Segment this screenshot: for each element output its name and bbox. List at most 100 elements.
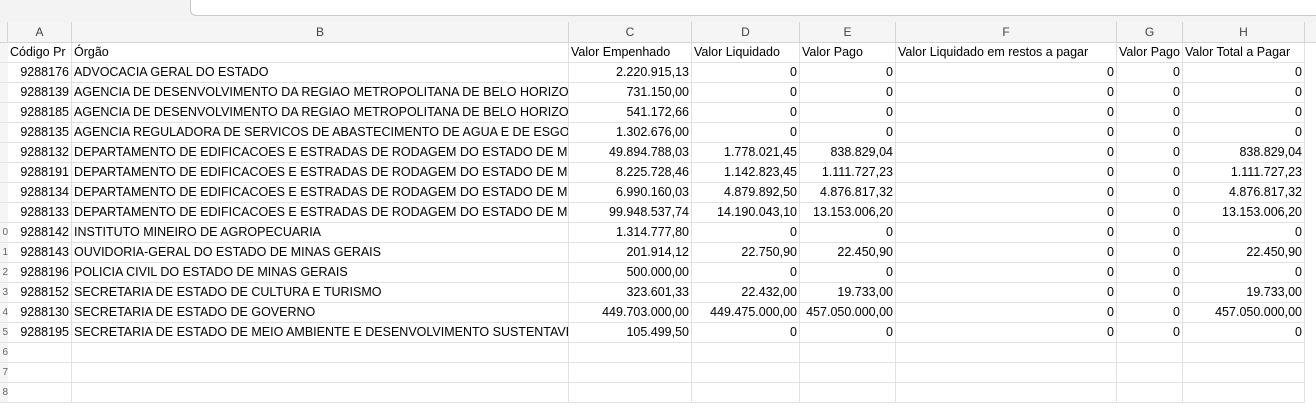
table-cell[interactable]: 0 — [1183, 323, 1305, 343]
table-cell[interactable] — [692, 383, 800, 403]
table-cell[interactable] — [569, 343, 692, 363]
table-cell[interactable]: 49.894.788,03 — [569, 143, 692, 163]
table-cell[interactable]: SECRETARIA DE ESTADO DE MEIO AMBIENTE E … — [72, 323, 569, 343]
table-cell[interactable]: 201.914,12 — [569, 243, 692, 263]
table-cell[interactable]: 4.876.817,32 — [1183, 183, 1305, 203]
table-cell[interactable] — [896, 383, 1117, 403]
table-cell[interactable] — [800, 343, 896, 363]
table-cell[interactable]: 4.876.817,32 — [800, 183, 896, 203]
header-cell[interactable]: Valor Empenhado — [569, 43, 692, 63]
table-cell[interactable] — [896, 343, 1117, 363]
table-cell[interactable]: 0 — [896, 283, 1117, 303]
row-header[interactable] — [0, 143, 8, 163]
table-cell[interactable]: DEPARTAMENTO DE EDIFICACOES E ESTRADAS D… — [72, 143, 569, 163]
table-cell[interactable] — [72, 383, 569, 403]
table-cell[interactable]: 0 — [896, 183, 1117, 203]
row-header[interactable]: 1 — [0, 243, 8, 263]
table-cell[interactable]: 0 — [896, 63, 1117, 83]
table-cell[interactable] — [1183, 383, 1305, 403]
table-cell[interactable]: 13.153.006,20 — [1183, 203, 1305, 223]
table-cell[interactable]: 541.172,66 — [569, 103, 692, 123]
table-cell[interactable]: 0 — [692, 123, 800, 143]
table-cell[interactable]: 0 — [1117, 163, 1183, 183]
table-cell[interactable]: 14.190.043,10 — [692, 203, 800, 223]
table-cell[interactable] — [8, 363, 72, 383]
table-cell[interactable]: 0 — [1117, 123, 1183, 143]
table-cell[interactable]: 0 — [800, 223, 896, 243]
table-cell[interactable] — [569, 383, 692, 403]
table-cell[interactable] — [1183, 343, 1305, 363]
table-cell[interactable]: 1.111.727,23 — [800, 163, 896, 183]
row-header[interactable] — [0, 83, 8, 103]
table-cell[interactable] — [800, 383, 896, 403]
table-cell[interactable]: 19.733,00 — [800, 283, 896, 303]
table-cell[interactable]: DEPARTAMENTO DE EDIFICACOES E ESTRADAS D… — [72, 203, 569, 223]
table-cell[interactable] — [1117, 383, 1183, 403]
table-cell[interactable]: 2.220.915,13 — [569, 63, 692, 83]
table-cell[interactable]: 0 — [896, 263, 1117, 283]
row-header[interactable] — [0, 103, 8, 123]
table-cell[interactable]: DEPARTAMENTO DE EDIFICACOES E ESTRADAS D… — [72, 163, 569, 183]
table-cell[interactable]: 22.450,90 — [800, 243, 896, 263]
table-cell[interactable]: 449.475.000,00 — [692, 303, 800, 323]
table-cell[interactable]: 0 — [896, 203, 1117, 223]
table-cell[interactable]: AGENCIA DE DESENVOLVIMENTO DA REGIAO MET… — [72, 103, 569, 123]
header-cell[interactable]: Órgão — [72, 43, 569, 63]
table-cell[interactable] — [569, 363, 692, 383]
table-cell[interactable]: 0 — [800, 103, 896, 123]
column-header-c[interactable]: C — [569, 22, 692, 42]
table-cell[interactable]: 22.450,90 — [1183, 243, 1305, 263]
column-header-h[interactable]: H — [1183, 22, 1305, 42]
table-cell[interactable]: 0 — [692, 103, 800, 123]
table-cell[interactable]: 0 — [1117, 103, 1183, 123]
header-cell[interactable]: Valor Total a Pagar — [1183, 43, 1305, 63]
column-header-f[interactable]: F — [896, 22, 1117, 42]
table-cell[interactable]: 99.948.537,74 — [569, 203, 692, 223]
row-header[interactable]: 6 — [0, 343, 8, 363]
table-cell[interactable]: INSTITUTO MINEIRO DE AGROPECUARIA — [72, 223, 569, 243]
table-cell[interactable]: POLICIA CIVIL DO ESTADO DE MINAS GERAIS — [72, 263, 569, 283]
header-cell[interactable]: Valor Pago — [1117, 43, 1183, 63]
table-cell[interactable]: 9288196 — [8, 263, 72, 283]
table-cell[interactable] — [800, 363, 896, 383]
table-cell[interactable] — [1117, 363, 1183, 383]
table-cell[interactable]: 1.111.727,23 — [1183, 163, 1305, 183]
table-cell[interactable]: 13.153.006,20 — [800, 203, 896, 223]
row-header[interactable]: 8 — [0, 383, 8, 403]
table-cell[interactable] — [1183, 363, 1305, 383]
table-cell[interactable]: 9288130 — [8, 303, 72, 323]
table-cell[interactable]: AGENCIA REGULADORA DE SERVICOS DE ABASTE… — [72, 123, 569, 143]
table-cell[interactable]: 0 — [896, 163, 1117, 183]
column-header-b[interactable]: B — [72, 22, 569, 42]
table-cell[interactable]: SECRETARIA DE ESTADO DE GOVERNO — [72, 303, 569, 323]
table-cell[interactable]: 105.499,50 — [569, 323, 692, 343]
table-cell[interactable]: 9288133 — [8, 203, 72, 223]
row-header[interactable] — [0, 163, 8, 183]
table-cell[interactable] — [72, 363, 569, 383]
table-cell[interactable]: 6.990.160,03 — [569, 183, 692, 203]
table-cell[interactable]: 0 — [1117, 303, 1183, 323]
row-header[interactable] — [0, 63, 8, 83]
table-cell[interactable]: 0 — [800, 323, 896, 343]
row-header[interactable] — [0, 123, 8, 143]
table-cell[interactable]: 0 — [1183, 263, 1305, 283]
table-cell[interactable]: 0 — [692, 323, 800, 343]
table-cell[interactable] — [692, 363, 800, 383]
table-cell[interactable]: 19.733,00 — [1183, 283, 1305, 303]
column-header-d[interactable]: D — [692, 22, 800, 42]
table-cell[interactable]: 0 — [1117, 283, 1183, 303]
table-cell[interactable]: 1.142.823,45 — [692, 163, 800, 183]
table-cell[interactable]: 8.225.728,46 — [569, 163, 692, 183]
header-cell[interactable]: Valor Pago — [800, 43, 896, 63]
row-header[interactable]: 5 — [0, 323, 8, 343]
table-cell[interactable]: 9288191 — [8, 163, 72, 183]
table-cell[interactable]: DEPARTAMENTO DE EDIFICACOES E ESTRADAS D… — [72, 183, 569, 203]
table-cell[interactable]: 0 — [1183, 223, 1305, 243]
table-cell[interactable]: 9288143 — [8, 243, 72, 263]
table-cell[interactable]: 323.601,33 — [569, 283, 692, 303]
header-cell[interactable]: Valor Liquidado em restos a pagar — [896, 43, 1117, 63]
table-cell[interactable]: 0 — [1117, 143, 1183, 163]
table-cell[interactable]: 0 — [692, 223, 800, 243]
table-cell[interactable]: 0 — [800, 83, 896, 103]
table-cell[interactable]: 0 — [1117, 203, 1183, 223]
